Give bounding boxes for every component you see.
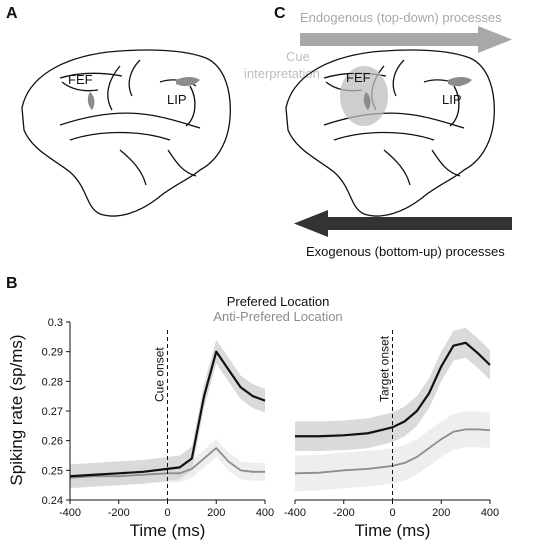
x-axis-title-left: Time (ms) <box>130 521 206 540</box>
bottom-up-label: Exogenous (bottom-up) processes <box>306 244 505 259</box>
band-preferred <box>295 327 490 452</box>
cue-onset-label: Cue onset <box>153 347 167 402</box>
legend-preferred: Prefered Location <box>227 294 330 309</box>
fef-label-c: FEF <box>346 70 371 85</box>
panel-b-letter: B <box>6 275 18 292</box>
fef-label-a: FEF <box>68 72 93 87</box>
x-tick-label: -400 <box>284 507 306 519</box>
line-preferred <box>295 341 491 438</box>
panel-c-letter: C <box>274 5 286 22</box>
y-tick-label: 0.27 <box>42 406 63 418</box>
x-tick-label: 0 <box>164 507 170 519</box>
y-tick-label: 0.26 <box>42 436 63 448</box>
line-anti <box>69 447 265 479</box>
x-tick-label: 400 <box>256 507 274 519</box>
lip-label-c: LIP <box>442 92 462 107</box>
top-down-label: Endogenous (top-down) processes <box>300 10 502 25</box>
x-tick-label: 400 <box>481 507 499 519</box>
panel-c: C Endogenous (top-down) processes Cue in… <box>244 5 512 259</box>
cue-interpretation-region <box>340 66 388 126</box>
legend-anti: Anti-Prefered Location <box>213 309 342 324</box>
top-down-arrow <box>300 26 512 53</box>
panel-a: A FEF LIP <box>6 5 231 217</box>
line-anti <box>294 428 491 475</box>
panel-b: B Prefered Location Anti-Prefered Locati… <box>6 275 499 540</box>
x-tick-label: 200 <box>207 507 225 519</box>
lip-region-a <box>176 77 200 87</box>
x-tick-label: 0 <box>389 507 395 519</box>
bottom-up-arrow <box>294 210 512 237</box>
lip-label-a: LIP <box>167 92 187 107</box>
y-tick-label: 0.29 <box>42 347 63 359</box>
target-onset-label: Target onset <box>378 335 392 402</box>
x-tick-label: -200 <box>333 507 355 519</box>
y-tick-label: 0.24 <box>42 495 63 507</box>
y-tick-label: 0.25 <box>42 465 63 477</box>
cue-label-line2: interpretation <box>244 66 320 81</box>
x-tick-label: -200 <box>108 507 130 519</box>
line-preferred <box>69 350 266 478</box>
fef-region-a <box>87 92 95 110</box>
y-axis-title: Spiking rate (sp/ms) <box>7 334 26 485</box>
fef-region-c <box>363 92 371 110</box>
panel-a-letter: A <box>6 5 18 22</box>
x-axis-title-right: Time (ms) <box>355 521 431 540</box>
plot-cue: Cue onset -400 -200 0 200 400 0.24 0.25 0.26 0.2… <box>42 317 275 540</box>
x-tick-label: -400 <box>59 507 81 519</box>
plot-target: Target onset -400 -200 0 200 400 Time (ms) <box>284 327 499 540</box>
y-tick-label: 0.28 <box>42 376 63 388</box>
cue-label-line1: Cue <box>286 49 310 64</box>
y-tick-label: 0.3 <box>48 317 63 329</box>
x-tick-label: 200 <box>432 507 450 519</box>
lip-region-c <box>448 77 472 87</box>
brain-a <box>21 49 231 217</box>
